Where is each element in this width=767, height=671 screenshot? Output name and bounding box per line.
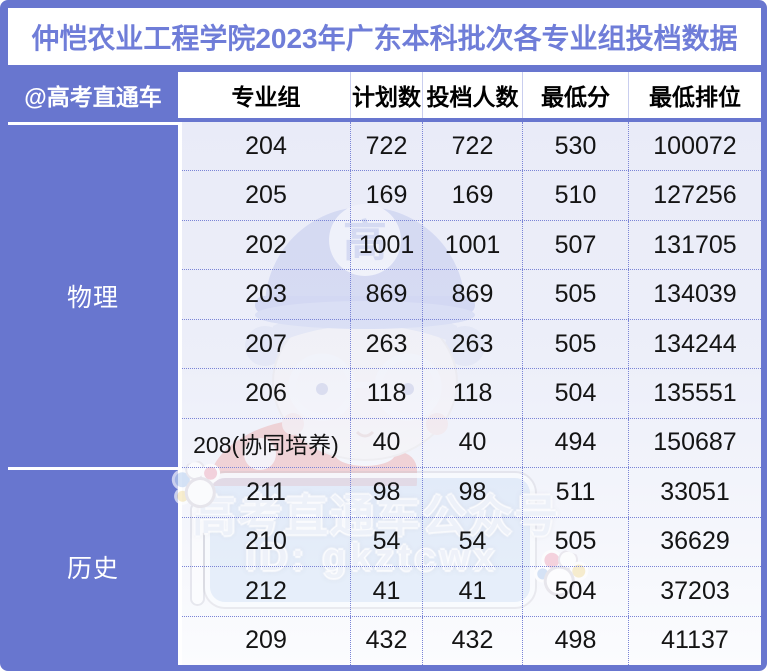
cell-group-code: 203 xyxy=(245,280,287,309)
table-row: 210 54 54 505 36629 xyxy=(182,516,761,567)
cell-plan: 118 xyxy=(350,369,422,418)
cell-min-rank: 131705 xyxy=(628,220,761,270)
cell-filed: 41 xyxy=(422,567,522,616)
cell-min-rank: 127256 xyxy=(628,171,761,220)
cell-min-score: 505 xyxy=(522,270,628,319)
col-header-min-score: 最低分 xyxy=(522,72,628,118)
cell-group-code: 205 xyxy=(245,181,287,210)
col-header-group: 专业组 xyxy=(231,84,301,110)
table-body: 物理 历史 xyxy=(8,122,761,665)
cell-filed: 40 xyxy=(422,418,522,468)
cell-filed: 263 xyxy=(422,319,522,369)
table-row: 212 41 41 504 37203 xyxy=(182,566,761,616)
cell-min-score: 504 xyxy=(522,567,628,616)
cell-filed: 54 xyxy=(422,517,522,567)
cell-min-score: 505 xyxy=(522,517,628,567)
table-row: 211 98 98 511 33051 xyxy=(182,467,761,517)
table-row: 207 263 263 505 134244 xyxy=(182,318,761,369)
column-divider xyxy=(178,122,182,665)
table-row: 208(协同培养) 40 40 494 150687 xyxy=(182,417,761,468)
cell-min-score: 510 xyxy=(522,171,628,220)
header-cells: 专业组 计划数 投档人数 最低分 最低排位 xyxy=(182,72,761,118)
cell-group-code: 212 xyxy=(245,576,287,605)
cell-plan: 263 xyxy=(350,319,422,369)
title-bar: 仲恺农业工程学院2023年广东本科批次各专业组投档数据 xyxy=(8,8,761,65)
cell-filed: 169 xyxy=(422,171,522,220)
table-row: 209 432 432 498 41137 xyxy=(182,615,761,665)
cell-plan: 40 xyxy=(350,418,422,468)
table-header-row: @高考直通车 专业组 计划数 投档人数 最低分 最低排位 xyxy=(8,72,761,122)
cell-min-rank: 37203 xyxy=(628,567,761,616)
table-row: 205 169 169 510 127256 xyxy=(182,170,761,220)
group-label-history: 历史 xyxy=(66,555,119,584)
cell-min-rank: 41137 xyxy=(628,616,761,665)
col-header-filed-count: 投档人数 xyxy=(422,72,522,118)
cell-min-score: 511 xyxy=(522,468,628,517)
cell-filed: 432 xyxy=(422,616,522,665)
cell-group-code: 211 xyxy=(246,477,286,506)
cell-plan: 722 xyxy=(350,122,422,171)
cell-min-score: 494 xyxy=(522,418,628,468)
cell-group-code: 206 xyxy=(245,378,287,407)
cell-plan: 169 xyxy=(350,171,422,220)
cell-min-score: 507 xyxy=(522,220,628,270)
table-row: 204 722 722 530 100072 xyxy=(182,122,761,171)
cell-group-code: 209 xyxy=(245,626,287,655)
cell-min-score: 504 xyxy=(522,369,628,418)
column-divider xyxy=(178,72,182,118)
cell-plan: 98 xyxy=(350,468,422,517)
cell-group-code: 202 xyxy=(245,230,287,259)
brand-badge: @高考直通车 xyxy=(8,72,178,118)
subject-group-column: 物理 历史 xyxy=(8,122,178,665)
cell-filed: 118 xyxy=(422,369,522,418)
page-title: 仲恺农业工程学院2023年广东本科批次各专业组投档数据 xyxy=(31,22,738,54)
cell-plan: 432 xyxy=(350,616,422,665)
cell-filed: 1001 xyxy=(422,220,522,270)
cell-group-code: 210 xyxy=(245,527,287,556)
group-label-physics: 物理 xyxy=(8,122,178,470)
cell-plan: 54 xyxy=(350,517,422,567)
cell-group-code: 207 xyxy=(245,329,287,358)
cell-min-rank: 33051 xyxy=(628,468,761,517)
cell-plan: 1001 xyxy=(350,220,422,270)
cell-plan: 41 xyxy=(350,567,422,616)
cell-filed: 98 xyxy=(422,468,522,517)
table-row: 202 1001 1001 507 131705 xyxy=(182,219,761,270)
table-row: 203 869 869 505 134039 xyxy=(182,269,761,319)
cell-min-score: 530 xyxy=(522,122,628,171)
cell-filed: 869 xyxy=(422,270,522,319)
data-grid: 高 高考直通车公众号 ID: gkztcwx xyxy=(171,122,761,665)
cell-min-rank: 135551 xyxy=(628,369,761,418)
col-header-min-rank: 最低排位 xyxy=(628,72,761,118)
cell-min-score: 498 xyxy=(522,616,628,665)
cell-min-score: 505 xyxy=(522,319,628,369)
cell-filed: 722 xyxy=(422,122,522,171)
cell-plan: 869 xyxy=(350,270,422,319)
cell-group-code: 208(协同培养) xyxy=(193,431,339,458)
cell-min-rank: 36629 xyxy=(628,517,761,567)
col-header-plan-count: 计划数 xyxy=(350,72,422,118)
cell-min-rank: 134244 xyxy=(628,319,761,369)
cell-min-rank: 100072 xyxy=(628,122,761,171)
cell-group-code: 204 xyxy=(245,131,287,160)
cell-min-rank: 134039 xyxy=(628,270,761,319)
cell-min-rank: 150687 xyxy=(628,418,761,468)
table-row: 206 118 118 504 135551 xyxy=(182,368,761,418)
